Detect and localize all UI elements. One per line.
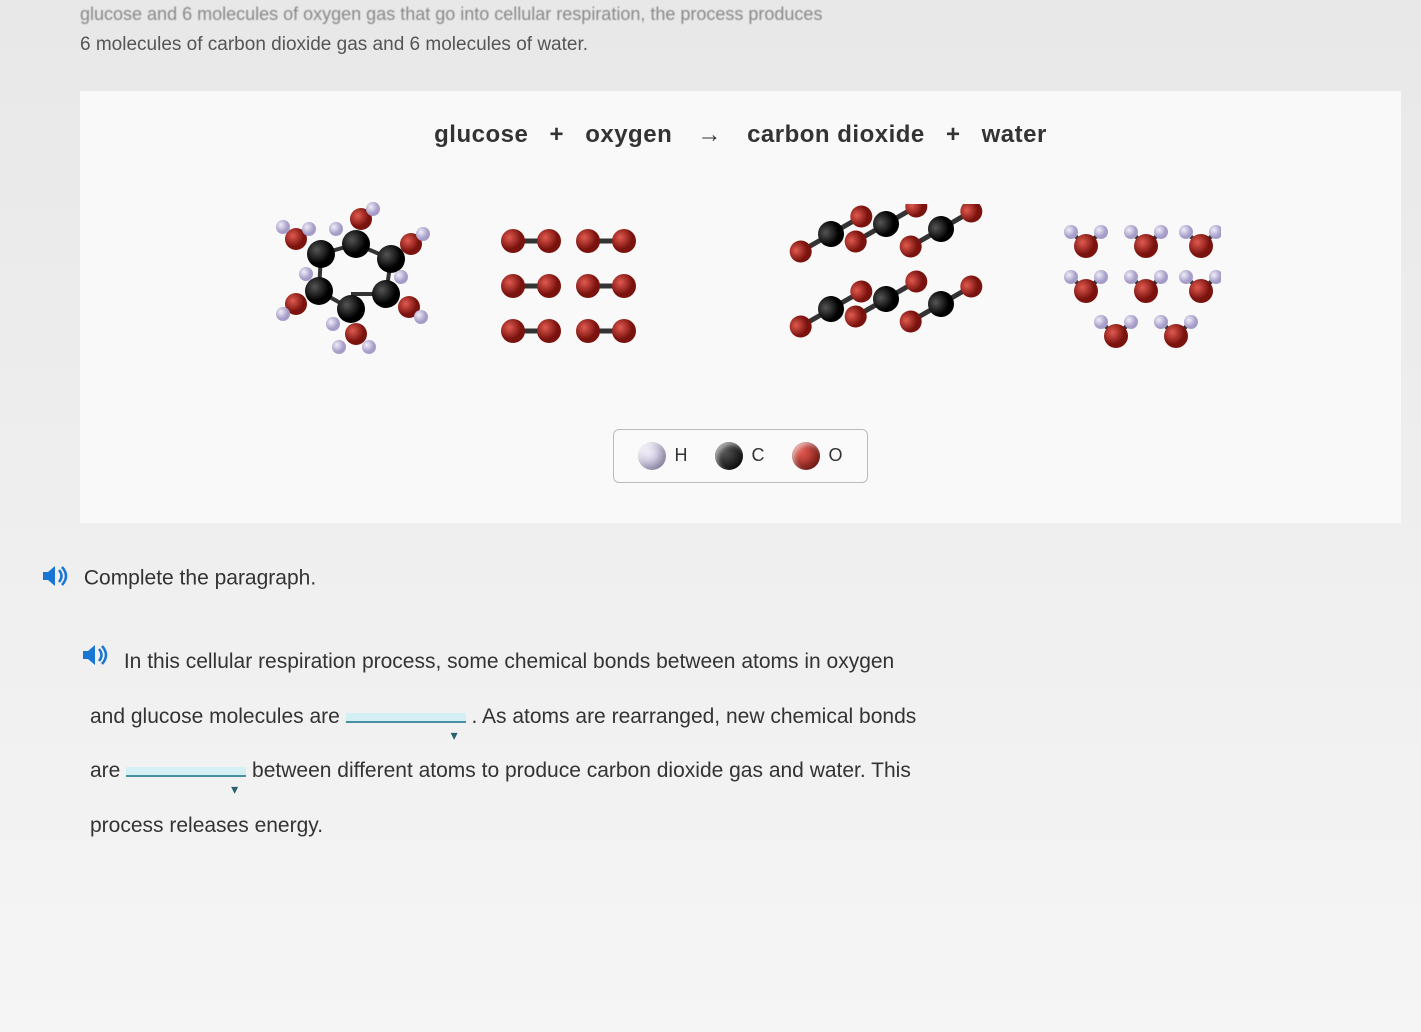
- legend-o-label: O: [828, 445, 842, 466]
- eq-co2: carbon dioxide: [747, 121, 925, 148]
- legend-c: C: [715, 442, 764, 470]
- legend-c-label: C: [751, 445, 764, 466]
- intro-line2: 6 molecules of carbon dioxide gas and 6 …: [80, 34, 588, 55]
- instruction-text: Complete the paragraph.: [84, 566, 316, 589]
- intro-text: glucose and 6 molecules of oxygen gas th…: [80, 0, 1401, 61]
- eq-glucose: glucose: [434, 121, 528, 148]
- eq-plus-2: +: [946, 121, 961, 148]
- molecule-water: [1051, 214, 1221, 354]
- dropdown-2[interactable]: [126, 767, 246, 777]
- para-2a: are: [90, 759, 120, 782]
- legend-box: H C O: [613, 429, 867, 483]
- paragraph-block: In this cellular respiration process, so…: [90, 635, 1401, 854]
- atom-dot-h: [638, 442, 666, 470]
- molecule-oxygen: [491, 219, 641, 349]
- cut-line: glucose and 6 molecules of oxygen gas th…: [80, 4, 822, 24]
- sound-icon[interactable]: [40, 563, 70, 595]
- molecules-row: [120, 199, 1361, 369]
- equation-area: glucose + oxygen → carbon dioxide + wate…: [80, 91, 1401, 523]
- para-3: process releases energy.: [90, 814, 323, 837]
- para-2b: between different atoms to produce carbo…: [252, 759, 911, 782]
- molecule-co2: [781, 204, 1001, 364]
- atom-dot-o: [792, 442, 820, 470]
- legend-h-label: H: [674, 445, 687, 466]
- eq-oxygen: oxygen: [585, 121, 672, 148]
- legend-o: O: [792, 442, 842, 470]
- legend: H C O: [120, 429, 1361, 483]
- eq-plus-1: +: [550, 121, 565, 148]
- molecule-glucose: [261, 199, 441, 369]
- equation-text: glucose + oxygen → carbon dioxide + wate…: [120, 121, 1361, 149]
- dropdown-1[interactable]: [346, 713, 466, 723]
- instruction: Complete the paragraph.: [40, 563, 1401, 595]
- eq-water: water: [982, 121, 1047, 148]
- eq-arrow: →: [697, 121, 722, 149]
- sound-icon-2[interactable]: [80, 635, 110, 690]
- para-1b: and glucose molecules are: [90, 705, 340, 728]
- legend-h: H: [638, 442, 687, 470]
- para-1c: . As atoms are rearranged, new chemical …: [472, 705, 917, 728]
- atom-dot-c: [715, 442, 743, 470]
- para-1a: In this cellular respiration process, so…: [124, 650, 894, 673]
